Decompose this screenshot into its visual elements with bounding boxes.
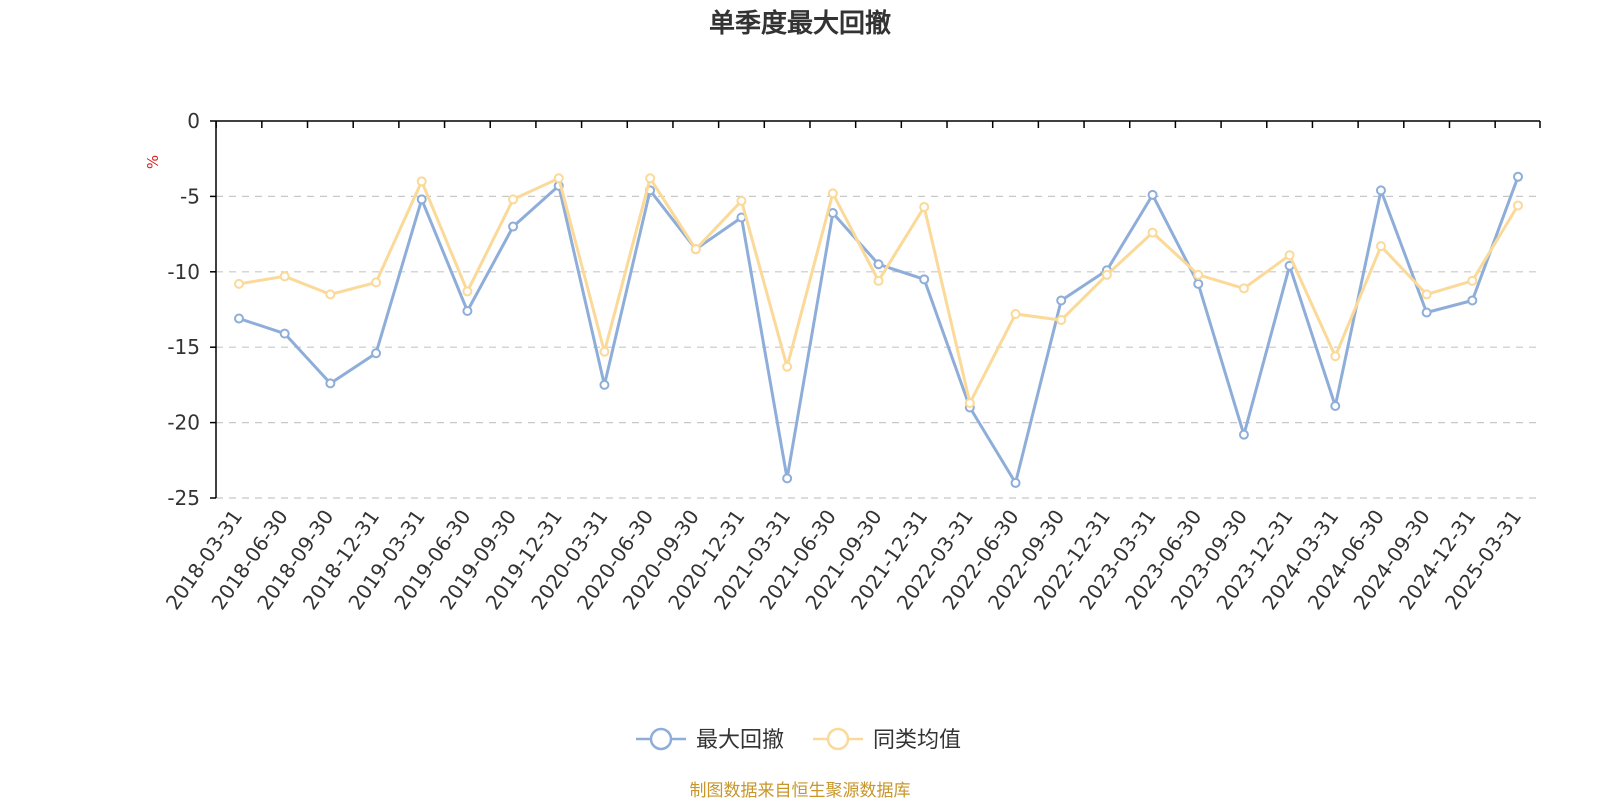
data-point[interactable] — [690, 244, 701, 255]
data-point[interactable] — [1056, 295, 1067, 306]
axes — [210, 120, 1541, 499]
data-point[interactable] — [553, 173, 564, 184]
data-point[interactable] — [1375, 185, 1386, 196]
data-point[interactable] — [508, 194, 519, 205]
data-point[interactable] — [1010, 477, 1021, 488]
legend-label-peer-average: 同类均值 — [873, 728, 961, 753]
data-point[interactable] — [1330, 401, 1341, 412]
chart-title: 单季度最大回撤 — [709, 8, 891, 39]
legend-label-max-drawdown: 最大回撤 — [696, 728, 784, 753]
data-point[interactable] — [416, 176, 427, 187]
y-tick-label: -20 — [167, 411, 200, 435]
data-point[interactable] — [1467, 295, 1478, 306]
data-point[interactable] — [1421, 307, 1432, 318]
y-axis-tick-labels: 0 -5 -10 -15 -20 -25 — [167, 109, 200, 510]
data-point[interactable] — [462, 306, 473, 317]
data-point[interactable] — [1101, 269, 1112, 280]
series-lines — [234, 171, 1523, 488]
data-point[interactable] — [782, 473, 793, 484]
y-axis-unit-label: % — [144, 155, 162, 169]
data-point[interactable] — [827, 188, 838, 199]
data-point[interactable] — [919, 274, 930, 285]
data-point[interactable] — [1238, 283, 1249, 294]
data-point[interactable] — [1238, 429, 1249, 440]
data-point[interactable] — [416, 194, 427, 205]
series-line — [238, 176, 1520, 405]
data-point[interactable] — [1193, 278, 1204, 289]
y-tick-label: -15 — [167, 335, 200, 359]
data-point[interactable] — [508, 221, 519, 232]
x-axis-tick-labels: 2018-03-312018-06-302018-09-302018-12-31… — [161, 505, 1526, 614]
data-point[interactable] — [1284, 250, 1295, 261]
y-tick-label: 0 — [187, 109, 200, 133]
legend-item-peer-average[interactable]: 同类均值 — [813, 727, 961, 753]
data-point[interactable] — [1330, 351, 1341, 362]
data-point[interactable] — [873, 259, 884, 270]
data-point[interactable] — [371, 277, 382, 288]
data-point[interactable] — [1421, 289, 1432, 300]
data-point[interactable] — [1375, 241, 1386, 252]
y-tick-label: -10 — [167, 260, 200, 284]
data-point[interactable] — [1513, 200, 1523, 211]
data-point[interactable] — [919, 201, 930, 212]
legend-marker-peer-average — [826, 727, 850, 751]
data-point[interactable] — [645, 173, 656, 184]
data-point[interactable] — [964, 397, 975, 408]
data-source-note: 制图数据来自恒生聚源数据库 — [690, 781, 911, 800]
data-point[interactable] — [279, 271, 290, 282]
series-0 — [234, 171, 1523, 488]
legend-item-max-drawdown[interactable]: 最大回撤 — [636, 727, 784, 753]
data-point[interactable] — [736, 195, 747, 206]
data-point[interactable] — [827, 207, 838, 218]
data-point[interactable] — [1467, 275, 1478, 286]
data-point[interactable] — [782, 361, 793, 372]
legend-marker-max-drawdown — [649, 727, 673, 751]
data-point[interactable] — [325, 289, 336, 300]
data-point[interactable] — [325, 378, 336, 389]
data-point[interactable] — [234, 313, 244, 324]
y-tick-label: -25 — [167, 486, 200, 510]
grid-lines — [216, 195, 1540, 499]
data-point[interactable] — [1147, 189, 1158, 200]
data-point[interactable] — [279, 328, 290, 339]
y-tick-label: -5 — [180, 184, 200, 208]
legend: 最大回撤 同类均值 — [636, 727, 961, 753]
data-point[interactable] — [371, 348, 382, 359]
data-point[interactable] — [1193, 269, 1204, 280]
data-point[interactable] — [873, 275, 884, 286]
series-1 — [234, 173, 1523, 408]
data-point[interactable] — [1513, 171, 1523, 182]
data-point[interactable] — [1056, 315, 1067, 326]
data-point[interactable] — [599, 379, 610, 390]
series-line — [238, 176, 1520, 485]
data-point[interactable] — [462, 286, 473, 297]
data-point[interactable] — [1010, 309, 1021, 320]
data-point[interactable] — [1147, 227, 1158, 238]
data-point[interactable] — [599, 346, 610, 357]
data-point[interactable] — [234, 278, 244, 289]
